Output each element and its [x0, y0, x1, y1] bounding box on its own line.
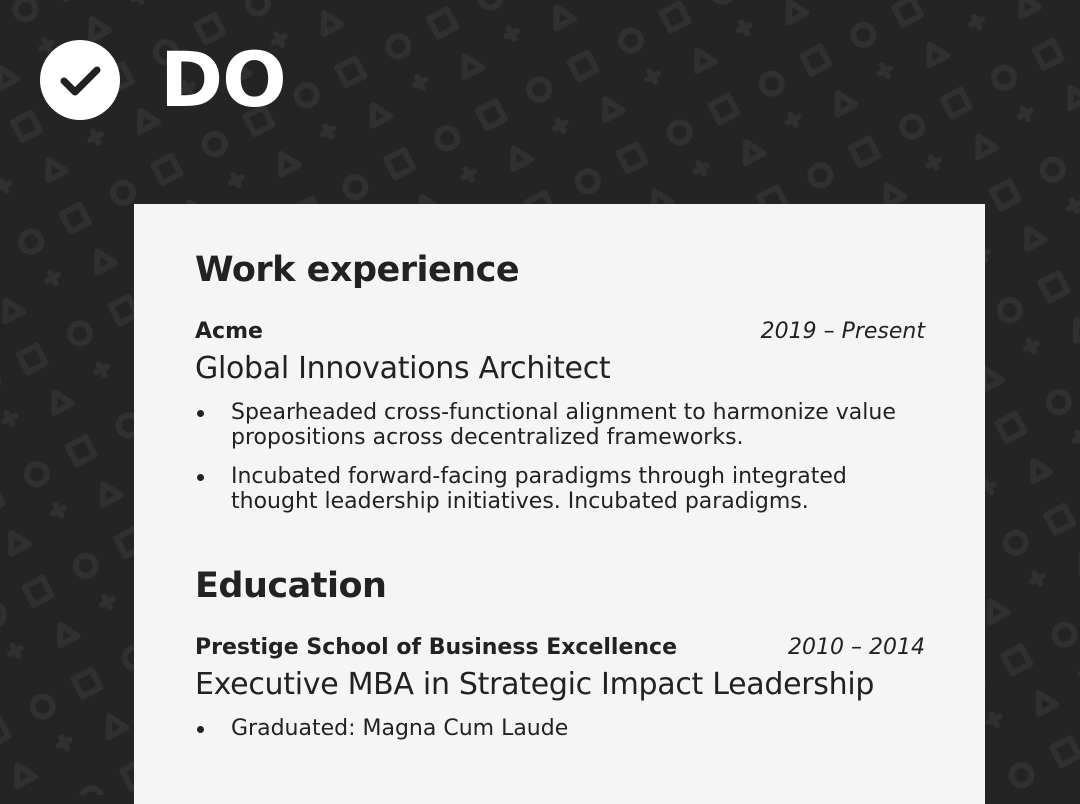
bullet-line: Spearheaded cross-functional alignment t…	[231, 400, 896, 425]
bullet-line: propositions across decentralized framew…	[231, 425, 744, 450]
resume-sheet: Work experience Acme 2019 – Present Glob…	[134, 204, 985, 804]
work-header-row: Acme 2019 – Present	[195, 319, 925, 349]
degree-title: Executive MBA in Strategic Impact Leader…	[195, 667, 875, 702]
verdict-label: DO	[160, 35, 287, 124]
bullet-dot	[197, 410, 204, 417]
job-title: Global Innovations Architect	[195, 351, 611, 386]
work-dates: 2019 – Present	[760, 319, 925, 344]
bullet-line: Graduated: Magna Cum Laude	[231, 716, 569, 741]
section-title-education: Education	[195, 566, 387, 606]
bullet-dot	[197, 474, 204, 481]
school-name: Prestige School of Business Excellence	[195, 635, 678, 660]
bullet-line: Incubated forward-facing paradigms throu…	[231, 464, 847, 489]
check-circle-icon	[40, 40, 120, 120]
bullet-dot	[197, 726, 204, 733]
education-dates: 2010 – 2014	[788, 635, 925, 660]
education-header-row: Prestige School of Business Excellence 2…	[195, 635, 925, 665]
bullet-line: thought leadership initiatives. Incubate…	[231, 489, 809, 514]
section-title-work: Work experience	[195, 250, 520, 290]
company-name: Acme	[195, 319, 263, 344]
